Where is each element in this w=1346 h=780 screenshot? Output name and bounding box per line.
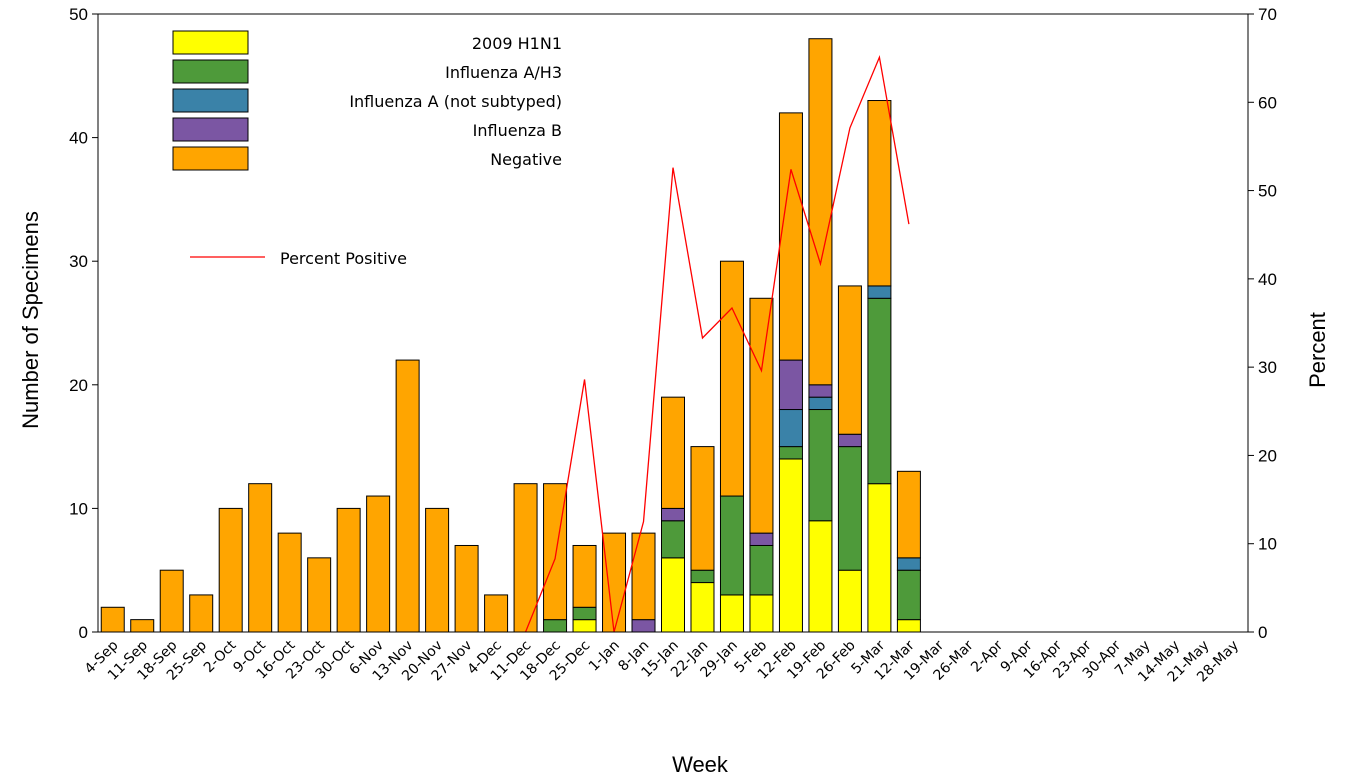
bar-segment-negative bbox=[336, 507, 361, 633]
bar-segment-negative bbox=[218, 507, 243, 633]
y2-tick-label: 40 bbox=[1258, 270, 1277, 289]
bar-segment-influenza-a-not-subtyped bbox=[778, 409, 803, 448]
bar-segment-negative bbox=[661, 396, 685, 509]
bar-segment-influenza-b bbox=[808, 384, 833, 398]
legend-swatch bbox=[172, 88, 249, 113]
bar-segment-influenza-a-h3 bbox=[690, 569, 715, 584]
bar-segment-influenza-b bbox=[749, 532, 774, 546]
bar-segment-2009-h1n1 bbox=[749, 594, 774, 633]
bar-segment-influenza-a-h3 bbox=[749, 544, 774, 596]
legend-label: Influenza A/H3 bbox=[445, 63, 562, 82]
x-tick-label: 2-Oct bbox=[201, 637, 240, 676]
bar-segment-influenza-a-not-subtyped bbox=[896, 557, 921, 571]
legend-label: Percent Positive bbox=[280, 249, 407, 268]
axes: 0 10 20 30 40 50 0 10 20 30 40 50 60 70 bbox=[69, 5, 1277, 642]
bar-segment-negative bbox=[719, 260, 744, 497]
bar-segment-influenza-a-h3 bbox=[661, 520, 685, 559]
legend-swatch bbox=[172, 30, 249, 55]
bar-segment-negative bbox=[189, 594, 214, 633]
y-axis-title: Number of Specimens bbox=[18, 211, 43, 429]
y2-tick-label: 60 bbox=[1258, 93, 1277, 112]
bar-segment-influenza-b bbox=[837, 433, 862, 448]
bar-segment-negative bbox=[778, 112, 803, 361]
legend: 2009 H1N1 Influenza A/H3 Influenza A (not … bbox=[172, 30, 562, 268]
bar-segment-2009-h1n1 bbox=[719, 594, 744, 633]
bar-layer bbox=[100, 38, 921, 633]
bar-segment-negative bbox=[602, 532, 627, 633]
bar-segment-negative bbox=[248, 483, 273, 633]
bar-segment-influenza-a-not-subtyped bbox=[808, 396, 833, 411]
bar-segment-negative bbox=[896, 470, 921, 559]
legend-label: Negative bbox=[490, 150, 562, 169]
legend-label: Influenza A (not subtyped) bbox=[349, 92, 562, 111]
bar-segment-negative bbox=[307, 557, 332, 633]
legend-swatch bbox=[172, 59, 249, 84]
plot-frame bbox=[97, 13, 1249, 633]
bar-segment-influenza-b bbox=[631, 619, 656, 633]
legend-swatch bbox=[172, 117, 249, 142]
bar-segment-negative bbox=[484, 594, 509, 633]
y-tick-label: 20 bbox=[69, 376, 88, 395]
bar-segment-influenza-a-h3 bbox=[778, 446, 803, 460]
bar-segment-negative bbox=[867, 100, 892, 287]
bar-segment-2009-h1n1 bbox=[572, 619, 597, 633]
y-tick-label: 0 bbox=[79, 623, 88, 642]
x-tick-label: 1-Jan bbox=[586, 638, 623, 675]
bar-segment-negative bbox=[543, 483, 568, 621]
bar-segment-2009-h1n1 bbox=[837, 569, 862, 633]
percent-positive-line bbox=[524, 54, 910, 633]
bar-segment-influenza-b bbox=[778, 359, 803, 411]
bar-segment-2009-h1n1 bbox=[867, 483, 892, 633]
bar-segment-negative bbox=[631, 532, 656, 621]
y2-tick-label: 0 bbox=[1258, 623, 1267, 642]
bar-segment-negative bbox=[513, 483, 538, 633]
bar-segment-negative bbox=[100, 606, 125, 633]
bar-segment-negative bbox=[454, 544, 479, 633]
y2-tick-label: 70 bbox=[1258, 5, 1277, 24]
bar-segment-negative bbox=[277, 532, 302, 633]
legend-label: Influenza B bbox=[473, 121, 562, 140]
y2-tick-label: 20 bbox=[1258, 446, 1277, 465]
bar-segment-influenza-a-not-subtyped bbox=[867, 285, 892, 299]
y2-tick-label: 50 bbox=[1258, 182, 1277, 201]
bar-segment-influenza-a-h3 bbox=[543, 619, 568, 633]
bar-segment-influenza-a-h3 bbox=[808, 409, 833, 522]
bar-segment-influenza-a-h3 bbox=[719, 495, 744, 596]
bar-segment-negative bbox=[159, 569, 184, 633]
bar-segment-negative bbox=[425, 507, 450, 633]
bar-segment-negative bbox=[130, 619, 155, 633]
bar-segment-2009-h1n1 bbox=[661, 557, 685, 633]
bar-segment-2009-h1n1 bbox=[896, 619, 921, 633]
x-tick-label: 2-Apr bbox=[968, 637, 1006, 675]
y2-axis-title: Percent bbox=[1305, 312, 1330, 388]
legend-swatch bbox=[172, 146, 249, 171]
bar-segment-negative bbox=[690, 446, 715, 571]
bar-segment-influenza-b bbox=[661, 507, 685, 522]
bar-segment-influenza-a-h3 bbox=[572, 606, 597, 621]
bar-segment-negative bbox=[749, 297, 774, 534]
bar-segment-2009-h1n1 bbox=[808, 520, 833, 633]
y-tick-label: 10 bbox=[69, 499, 88, 518]
y-tick-label: 40 bbox=[69, 129, 88, 148]
bar-segment-negative bbox=[808, 38, 833, 386]
bar-segment-2009-h1n1 bbox=[778, 458, 803, 633]
y-tick-label: 30 bbox=[69, 252, 88, 271]
bar-segment-influenza-a-h3 bbox=[867, 297, 892, 485]
category-labels: 4-Sep11-Sep18-Sep25-Sep2-Oct9-Oct16-Oct2… bbox=[82, 637, 1242, 685]
bar-segment-negative bbox=[366, 495, 391, 633]
bar-segment-negative bbox=[572, 544, 597, 608]
bar-segment-negative bbox=[837, 285, 862, 435]
bar-segment-influenza-a-h3 bbox=[896, 569, 921, 621]
x-axis-title: Week bbox=[672, 752, 729, 777]
legend-label: 2009 H1N1 bbox=[472, 34, 562, 53]
y2-tick-label: 10 bbox=[1258, 535, 1277, 554]
y2-tick-label: 30 bbox=[1258, 358, 1277, 377]
y-tick-label: 50 bbox=[69, 5, 88, 24]
bar-segment-influenza-a-h3 bbox=[837, 446, 862, 571]
bar-segment-negative bbox=[395, 359, 420, 633]
bar-segment-2009-h1n1 bbox=[690, 582, 715, 633]
line-layer bbox=[524, 54, 910, 633]
